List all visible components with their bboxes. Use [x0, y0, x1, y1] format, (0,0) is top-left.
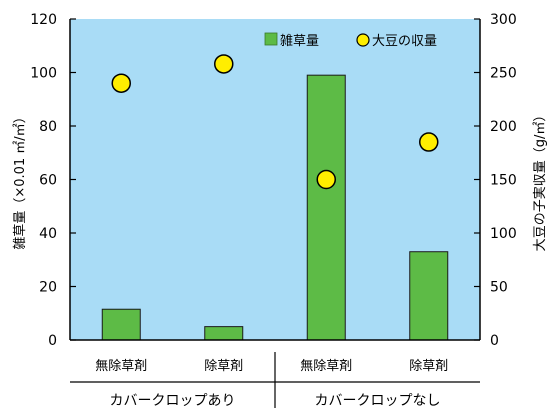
y-left-tick-label: 20 — [39, 280, 57, 296]
data-point — [419, 132, 439, 152]
legend: 雑草量 大豆の収量 — [264, 32, 437, 49]
x-tick-label: 除草剤 — [204, 358, 243, 374]
bar — [306, 74, 346, 341]
data-point — [111, 73, 131, 93]
x-tick-label: 無除草剤 — [95, 358, 147, 374]
legend-marker-yield — [356, 33, 370, 47]
y-right-tick-label: 0 — [490, 333, 499, 349]
legend-swatch-weed — [264, 32, 278, 46]
y-left-tick-label: 100 — [30, 66, 57, 82]
y-right-tick-label: 200 — [490, 119, 517, 135]
y-right-tick-label: 250 — [490, 66, 517, 82]
x-tick-label: 除草剤 — [409, 358, 448, 374]
y-left-tick-label: 60 — [39, 173, 57, 189]
bar — [409, 251, 449, 341]
y-right-axis-label: 大豆の子実収量（g/㎡） — [532, 109, 548, 252]
x-tick-label: 無除草剤 — [300, 358, 352, 374]
y-left-tick-label: 0 — [48, 333, 57, 349]
y-right-tick-label: 150 — [490, 173, 517, 189]
data-point — [214, 54, 234, 74]
legend-label-yield: 大豆の収量 — [372, 34, 437, 49]
y-right-tick-label: 100 — [490, 226, 517, 242]
group-label: カバークロップなし — [315, 393, 441, 409]
y-left-tick-label: 40 — [39, 226, 57, 242]
y-right-tick-label: 50 — [490, 280, 508, 296]
y-left-axis-label: 雑草量（×0.01 ㎡/㎡） — [12, 110, 28, 249]
y-right-tick-label: 300 — [490, 12, 517, 28]
group-label: カバークロップあり — [110, 393, 236, 409]
y-left-tick-label: 120 — [30, 12, 57, 28]
bar — [204, 326, 244, 341]
data-point — [316, 169, 336, 190]
y-left-tick-label: 80 — [39, 119, 57, 135]
legend-label-weed: 雑草量 — [280, 33, 319, 49]
bar — [101, 308, 141, 341]
